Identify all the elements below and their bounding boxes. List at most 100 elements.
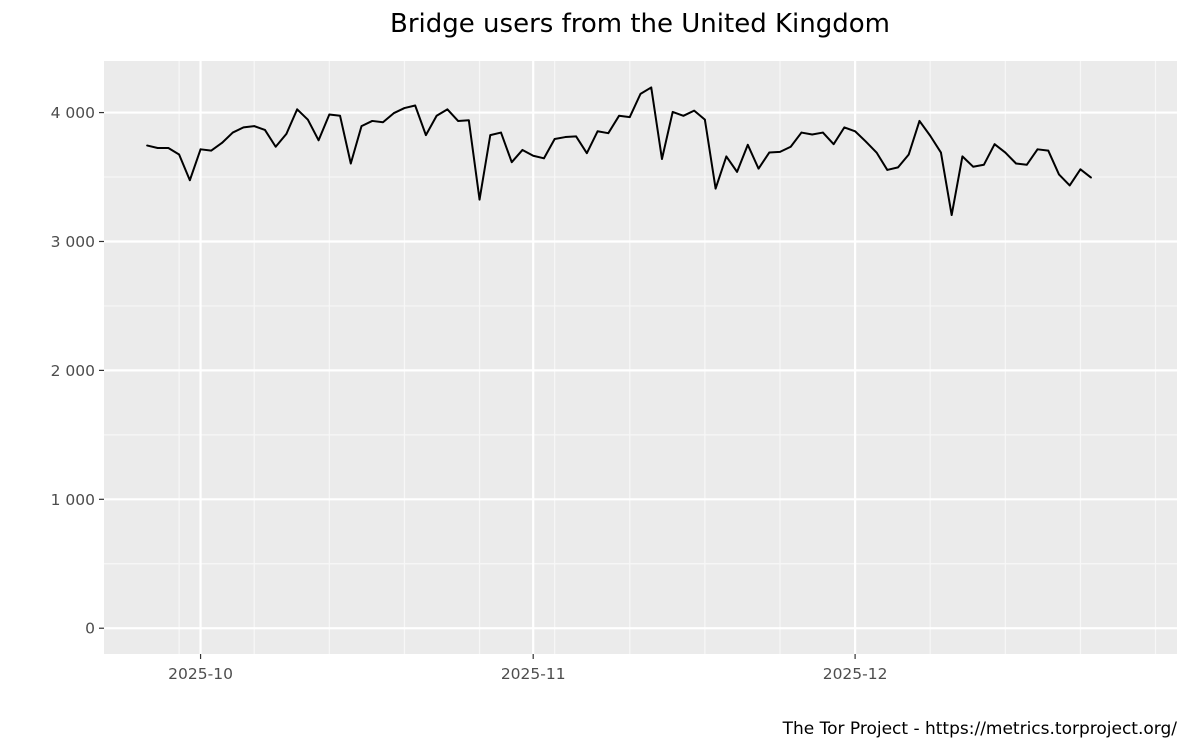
data-point <box>983 163 985 166</box>
data-point <box>618 114 620 117</box>
data-point <box>961 155 964 158</box>
data-point <box>392 112 395 115</box>
data-point <box>242 126 245 129</box>
data-point <box>1025 163 1028 166</box>
data-point <box>940 151 942 154</box>
data-point <box>800 131 803 134</box>
x-tick-label: 2025-12 <box>823 665 888 683</box>
y-tick-label: 3 000 <box>51 233 95 251</box>
data-point <box>221 142 223 144</box>
data-point <box>553 138 556 140</box>
data-point <box>865 140 867 143</box>
y-axis: 0 1 000 2 000 3 000 4 000 <box>51 104 104 638</box>
data-point <box>532 154 534 157</box>
data-point <box>253 125 256 127</box>
data-point <box>972 165 974 168</box>
data-point <box>768 151 771 154</box>
data-point <box>607 132 610 134</box>
data-point <box>789 145 792 148</box>
data-point <box>382 121 384 124</box>
data-point <box>296 108 298 111</box>
data-point <box>360 125 363 127</box>
data-point <box>231 131 234 134</box>
data-point <box>189 179 191 182</box>
data-point <box>328 113 331 116</box>
data-point <box>167 147 170 149</box>
data-point <box>339 114 341 117</box>
data-point <box>1079 168 1082 171</box>
data-point <box>521 149 524 151</box>
data-point <box>307 118 309 121</box>
data-point <box>671 111 674 113</box>
data-point <box>779 151 781 153</box>
data-point <box>907 153 910 156</box>
data-point <box>1068 184 1071 187</box>
data-point <box>586 152 588 154</box>
y-tick-label: 2 000 <box>51 362 95 380</box>
data-point <box>886 169 889 171</box>
data-point <box>661 158 663 160</box>
data-point <box>178 153 180 156</box>
data-point <box>468 119 470 122</box>
data-point <box>918 120 921 122</box>
data-point <box>425 134 427 136</box>
data-point <box>264 129 266 131</box>
data-point <box>403 107 406 109</box>
data-point <box>349 162 352 165</box>
data-point <box>1047 149 1050 152</box>
data-point <box>1090 176 1092 179</box>
data-point <box>725 155 728 158</box>
data-point <box>457 120 459 122</box>
data-point <box>757 167 760 170</box>
caption: The Tor Project - https://metrics.torpro… <box>782 719 1178 739</box>
data-point <box>285 133 288 135</box>
data-point <box>747 143 749 146</box>
data-point <box>714 187 717 190</box>
data-point <box>274 145 277 148</box>
data-point <box>478 198 481 201</box>
series <box>146 86 1092 217</box>
x-tick-label: 2025-11 <box>501 665 566 683</box>
data-point <box>500 131 502 134</box>
data-point <box>543 157 545 160</box>
data-point <box>371 120 374 122</box>
data-point <box>693 109 695 112</box>
data-point <box>704 118 706 121</box>
data-point <box>929 134 932 137</box>
data-point <box>489 134 492 136</box>
data-point <box>199 148 202 151</box>
data-point <box>414 104 416 107</box>
data-point <box>875 151 878 154</box>
x-tick-label: 2025-10 <box>168 665 233 683</box>
data-point <box>1015 162 1017 165</box>
data-point <box>317 139 320 142</box>
data-point <box>156 147 159 149</box>
data-point <box>510 161 513 163</box>
data-point <box>832 143 835 145</box>
data-point <box>650 86 653 89</box>
data-point <box>628 116 631 118</box>
data-point <box>639 93 642 95</box>
data-point <box>435 114 438 117</box>
data-point <box>1036 148 1039 151</box>
plot-panel <box>104 61 1177 654</box>
data-point <box>854 130 856 133</box>
data-point <box>822 131 824 134</box>
data-point <box>210 149 213 152</box>
data-point <box>596 130 599 133</box>
y-tick-label: 1 000 <box>51 491 95 509</box>
data-point <box>950 214 953 216</box>
data-point <box>564 136 567 138</box>
data-point <box>1004 151 1007 154</box>
chart-title: Bridge users from the United Kingdom <box>390 9 890 39</box>
data-point <box>897 166 899 169</box>
data-point <box>993 143 996 145</box>
data-point <box>575 135 577 138</box>
data-point <box>811 133 813 136</box>
data-point <box>1058 173 1060 176</box>
data-point <box>446 108 449 111</box>
data-point <box>146 144 148 147</box>
grid-major <box>104 61 1177 654</box>
data-point <box>682 114 685 117</box>
